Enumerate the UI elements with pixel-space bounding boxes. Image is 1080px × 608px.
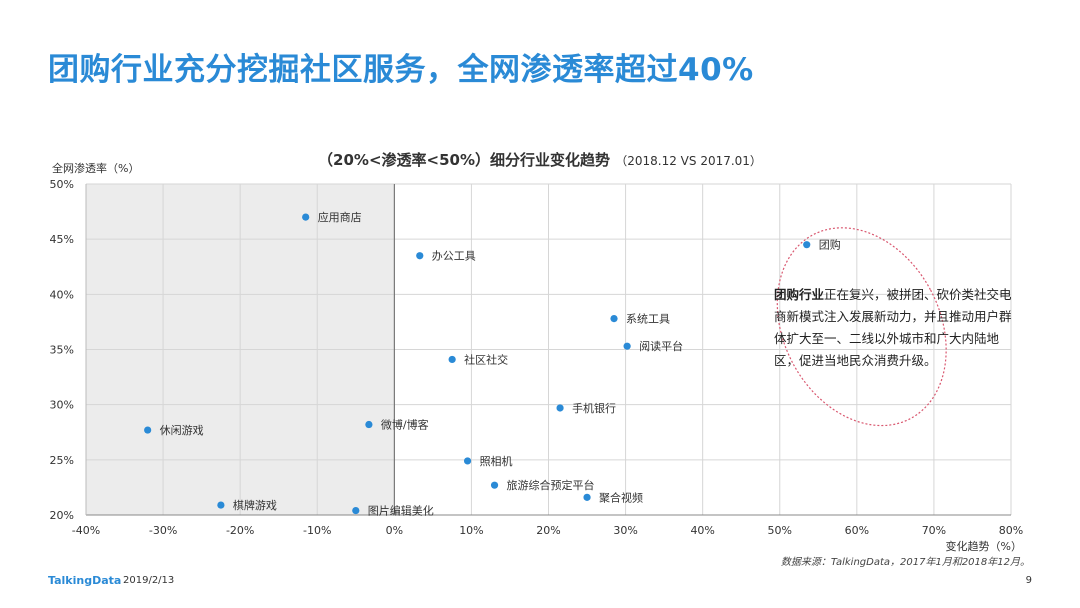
data-point-label: 图片编辑美化 — [368, 504, 434, 518]
x-tick-label: 0% — [386, 524, 403, 537]
data-point-label: 办公工具 — [432, 250, 476, 263]
data-point — [365, 420, 373, 429]
x-tick-label: 10% — [459, 524, 483, 537]
highlight-ellipse-shape — [776, 227, 947, 427]
brand-logo: TalkingData — [48, 574, 122, 587]
page-title: 团购行业充分挖掘社区服务，全网渗透率超过40% — [48, 52, 754, 88]
data-point — [803, 241, 811, 249]
data-point — [302, 213, 310, 221]
data-point-label: 休闲游戏 — [160, 423, 204, 437]
data-point-label: 社区社交 — [464, 352, 508, 366]
x-tick-label: -10% — [303, 524, 331, 537]
data-point — [448, 355, 456, 364]
y-tick-label: 20% — [50, 509, 74, 522]
page-number: 9 — [1025, 575, 1032, 586]
x-tick-label: -40% — [72, 524, 100, 537]
data-point — [490, 481, 499, 489]
x-tick-label: 70% — [922, 524, 946, 537]
x-tick-label: 80% — [999, 524, 1023, 537]
callout-body: 正在复兴，被拼团、砍价类社交电商新模式注入发展新动力，并且推动用户群体扩大至一、… — [774, 287, 1012, 368]
axis-labels: -40% -30% -20% -10% 0% 10% 20% 30% 40% 50% 60% 70% 8… — [50, 161, 1024, 553]
data-point-label: 微博/博客 — [381, 418, 429, 432]
y-tick-label: 30% — [50, 399, 74, 412]
data-point — [416, 252, 424, 260]
y-tick-label: 40% — [50, 288, 74, 301]
y-tick-label: 35% — [50, 344, 74, 357]
x-axis-title: 变化趋势（%） — [946, 539, 1022, 553]
chart-title: （20%<渗透率<50%）细分行业变化趋势 （2018.12 VS 2017.0… — [0, 149, 1080, 170]
data-source: 数据来源：TalkingData，2017年1月和2018年12月。 — [780, 557, 1030, 568]
data-point — [623, 342, 631, 350]
x-tick-label: 20% — [536, 524, 560, 537]
x-tick-label: 30% — [613, 524, 637, 537]
data-point — [463, 457, 472, 465]
data-point-label: 旅游综合预定平台 — [507, 478, 595, 492]
callout-text: 团购行业正在复兴，被拼团、砍价类社交电商新模式注入发展新动力，并且推动用户群体扩… — [774, 284, 1014, 372]
data-point-label: 系统工具 — [626, 313, 670, 326]
data-point — [610, 315, 618, 323]
x-tick-label: 50% — [768, 524, 792, 537]
chart-subtitle: （2018.12 VS 2017.01） — [615, 154, 762, 168]
data-point — [217, 501, 225, 509]
highlight-ellipse — [776, 227, 947, 427]
data-point-label: 棋牌游戏 — [233, 498, 277, 512]
y-tick-label: 50% — [50, 178, 74, 191]
data-point — [556, 404, 564, 412]
y-tick-label: 25% — [50, 454, 74, 467]
footer-date: 2019/2/13 — [123, 575, 175, 586]
x-tick-label: 40% — [690, 524, 714, 537]
data-point-label: 照相机 — [480, 454, 513, 468]
x-tick-label: 60% — [845, 524, 869, 537]
data-point-label: 手机银行 — [572, 401, 616, 415]
data-point-label: 阅读平台 — [639, 339, 683, 353]
y-axis-title: 全网渗透率（%） — [52, 161, 139, 175]
data-point — [144, 426, 152, 434]
data-point-label: 聚合视频 — [599, 490, 643, 504]
chart-title-main: （20%<渗透率<50%）细分行业变化趋势 — [318, 151, 610, 169]
data-point — [583, 493, 591, 501]
x-tick-label: -20% — [226, 524, 254, 537]
data-point — [352, 506, 360, 515]
data-point-label: 应用商店 — [318, 210, 362, 224]
data-point-label: 团购 — [819, 238, 841, 252]
x-tick-label: -30% — [149, 524, 177, 537]
y-tick-label: 45% — [50, 233, 74, 246]
axes — [85, 184, 1011, 516]
callout-highlight: 团购行业 — [774, 287, 825, 302]
